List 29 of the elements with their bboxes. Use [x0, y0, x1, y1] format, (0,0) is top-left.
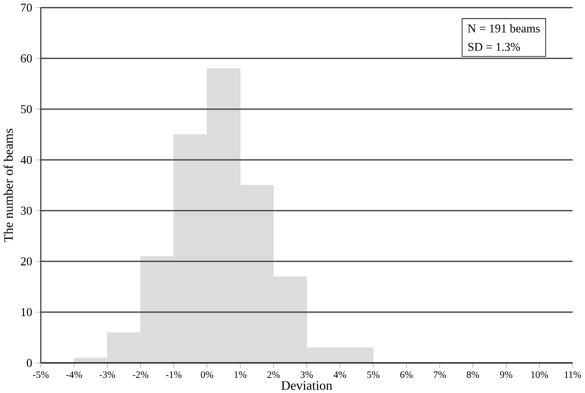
x-tick-label: 0%: [200, 371, 214, 378]
x-tick-label: 3%: [300, 371, 313, 378]
annotation: SD = 1.3%: [468, 42, 520, 51]
y-tick-label: 70: [21, 3, 32, 12]
annotation: N = 191 beams: [468, 24, 540, 32]
y-axis-title: The number of beams: [4, 128, 13, 242]
y-tick-label: 10: [21, 308, 32, 316]
y-tick-label: 50: [21, 104, 32, 113]
x-tick-label: 11%: [564, 371, 582, 378]
y-tick-label: 40: [20, 156, 32, 164]
x-tick-label: 10%: [531, 371, 548, 378]
x-axis-title: Deviation: [281, 380, 332, 390]
x-tick-label: 5%: [367, 371, 380, 378]
x-tick-label: -1%: [166, 371, 182, 378]
y-tick-label: 30: [20, 206, 32, 214]
x-tick-label: 9%: [500, 371, 512, 378]
x-tick-label: -2%: [132, 371, 148, 378]
y-tick-label: 20: [20, 257, 32, 266]
x-tick-label: 8%: [466, 371, 480, 378]
x-tick-label: 4%: [334, 371, 346, 378]
x-tick-label: -4%: [66, 371, 82, 378]
y-tick-label: 0: [26, 358, 32, 367]
x-tick-label: 6%: [400, 371, 413, 378]
x-tick-label: -5%: [33, 371, 49, 378]
x-tick-label: 1%: [234, 371, 246, 378]
y-tick-label: 60: [20, 54, 32, 62]
x-tick-label: 7%: [434, 371, 446, 378]
x-tick-label: 2%: [267, 371, 280, 378]
x-tick-label: -3%: [99, 371, 116, 378]
